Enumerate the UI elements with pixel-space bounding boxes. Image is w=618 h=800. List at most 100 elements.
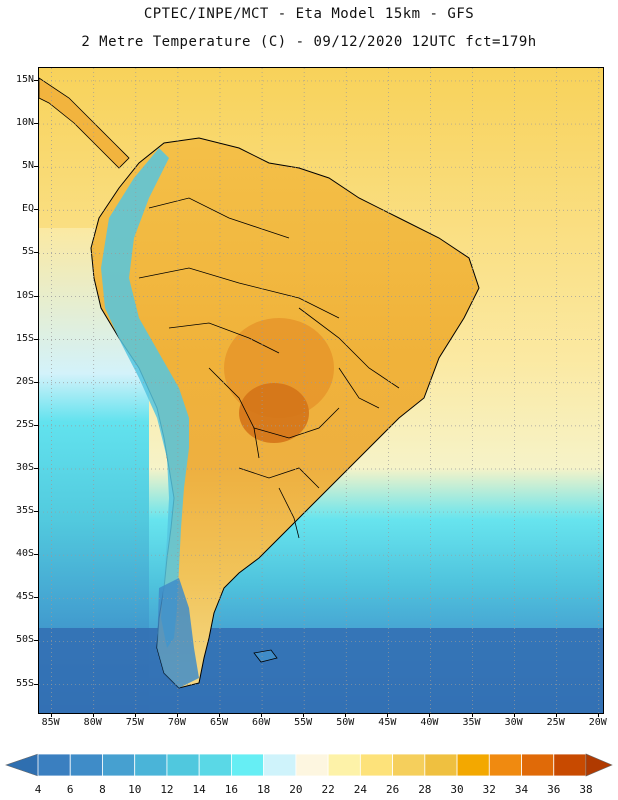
latitude-tick: [34, 252, 38, 254]
latitude-tick: [34, 166, 38, 168]
latitude-label: 15S: [15, 332, 34, 344]
longitude-label: 25W: [546, 717, 565, 728]
colorbar-segment: [553, 753, 587, 777]
latitude-tick: [34, 597, 38, 599]
colorbar-segment: [37, 753, 71, 777]
colorbar-segment: [166, 753, 200, 777]
latitude-label: 20S: [15, 375, 34, 387]
latitude-tick: [34, 381, 38, 383]
latitude-label: EQ: [21, 203, 34, 215]
temperature-colorbar: [5, 753, 613, 777]
latitude-label: 15N: [15, 73, 34, 85]
colorbar-segment: [392, 753, 426, 777]
colorbar-level-label: 24: [353, 783, 367, 796]
colorbar-right-arrow: [585, 753, 613, 777]
colorbar-segment: [488, 753, 522, 777]
falkland-islands: [253, 649, 278, 663]
longitude-label: 40W: [420, 717, 439, 728]
longitude-tick: [513, 713, 515, 717]
longitude-tick: [345, 713, 347, 717]
colorbar-segment: [521, 753, 555, 777]
hot-core-region: [239, 383, 309, 443]
colorbar-segment: [295, 753, 329, 777]
andes-cold-region: [101, 148, 189, 648]
longitude-tick: [303, 713, 305, 717]
temperature-map: [38, 67, 604, 714]
chart-title-line-1: CPTEC/INPE/MCT - Eta Model 15km - GFS: [143, 6, 475, 22]
longitude-tick: [176, 713, 178, 717]
latitude-tick: [34, 424, 38, 426]
longitude-label: 80W: [83, 717, 102, 728]
central-america: [39, 77, 130, 169]
longitude-tick: [50, 713, 52, 717]
colorbar-level-label: 36: [547, 783, 561, 796]
longitude-tick: [471, 713, 473, 717]
latitude-tick: [34, 338, 38, 340]
colorbar-level-label: 20: [289, 783, 303, 796]
colorbar-segment: [198, 753, 232, 777]
latitude-label: 30S: [15, 461, 34, 473]
colorbar-level-label: 38: [579, 783, 593, 796]
latitude-tick: [34, 554, 38, 556]
longitude-tick: [218, 713, 220, 717]
longitude-label: 65W: [209, 717, 229, 728]
colorbar-level-label: 28: [418, 783, 432, 796]
latitude-label: 5N: [21, 160, 34, 172]
longitude-tick: [597, 713, 599, 717]
colorbar-level-label: 4: [34, 783, 42, 796]
longitude-tick: [92, 713, 94, 717]
longitude-tick: [555, 713, 557, 717]
longitude-label: 35W: [462, 717, 481, 728]
longitude-tick: [387, 713, 389, 717]
longitude-tick: [261, 713, 263, 717]
colorbar-level-label: 16: [224, 783, 239, 796]
map-canvas: [39, 68, 603, 713]
latitude-label: 35S: [15, 505, 34, 517]
colorbar-level-label: 30: [450, 783, 464, 796]
colorbar-level-label: 18: [257, 783, 271, 796]
colorbar-level-label: 22: [321, 783, 335, 796]
longitude-tick: [134, 713, 136, 717]
southern-ocean: [39, 628, 603, 713]
country-borders: [138, 197, 400, 539]
latitude-tick: [34, 640, 38, 642]
longitude-label: 30W: [504, 717, 523, 728]
latitude-label: 40S: [15, 548, 34, 560]
longitude-label: 75W: [125, 717, 144, 728]
longitude-tick: [429, 713, 431, 717]
chart-title-line-2: 2 Metre Temperature (C) - 09/12/2020 12U…: [81, 34, 537, 50]
colorbar-segment: [231, 753, 265, 777]
colorbar-level-label: 12: [160, 783, 174, 796]
colorbar-left-arrow: [5, 753, 39, 777]
colorbar-segment: [456, 753, 490, 777]
latitude-label: 5S: [21, 246, 34, 258]
latitude-label: 25S: [15, 418, 34, 430]
latitude-label: 45S: [15, 591, 34, 603]
latitude-tick: [34, 209, 38, 211]
colorbar-segment: [424, 753, 458, 777]
colorbar-segment: [134, 753, 168, 777]
colorbar-level-label: 10: [128, 783, 142, 796]
colorbar-segment: [102, 753, 136, 777]
latitude-tick: [34, 467, 38, 469]
latitude-tick: [34, 79, 38, 81]
colorbar-segment: [69, 753, 103, 777]
latitude-label: 10N: [15, 117, 34, 129]
latitude-tick: [34, 295, 38, 297]
latitude-label: 10S: [15, 289, 34, 301]
longitude-label: 70W: [167, 717, 186, 728]
colorbar-segment: [263, 753, 297, 777]
longitude-label: 55W: [294, 717, 313, 728]
latitude-tick: [34, 123, 38, 125]
longitude-label: 45W: [378, 717, 397, 728]
colorbar-segment: [327, 753, 361, 777]
longitude-label: 85W: [41, 717, 60, 728]
colorbar-level-label: 8: [99, 783, 106, 796]
longitude-label: 50W: [336, 717, 355, 728]
longitude-label: 60W: [252, 717, 271, 728]
latitude-label: 50S: [15, 634, 34, 646]
colorbar-level-label: 14: [192, 783, 206, 796]
longitude-label: 20W: [588, 717, 607, 728]
colorbar-segment: [359, 753, 393, 777]
colorbar-level-label: 6: [66, 783, 74, 796]
